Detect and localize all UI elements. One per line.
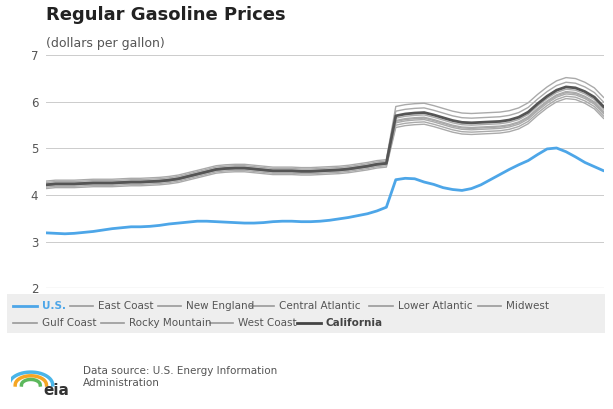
Text: New England: New England [186, 301, 254, 310]
Text: California: California [326, 318, 383, 328]
Text: eia: eia [44, 383, 69, 398]
Text: East Coast: East Coast [98, 301, 154, 310]
Text: Midwest: Midwest [506, 301, 549, 310]
Text: Gulf Coast: Gulf Coast [42, 318, 96, 328]
Text: Rocky Mountain: Rocky Mountain [129, 318, 212, 328]
Text: (dollars per gallon): (dollars per gallon) [46, 37, 165, 50]
Text: Central Atlantic: Central Atlantic [278, 301, 360, 310]
Text: U.S.: U.S. [42, 301, 66, 310]
Text: Lower Atlantic: Lower Atlantic [398, 301, 472, 310]
Text: West Coast: West Coast [238, 318, 297, 328]
Text: Data source: U.S. Energy Information
Administration: Data source: U.S. Energy Information Adm… [83, 366, 277, 388]
Text: Regular Gasoline Prices: Regular Gasoline Prices [46, 6, 286, 24]
